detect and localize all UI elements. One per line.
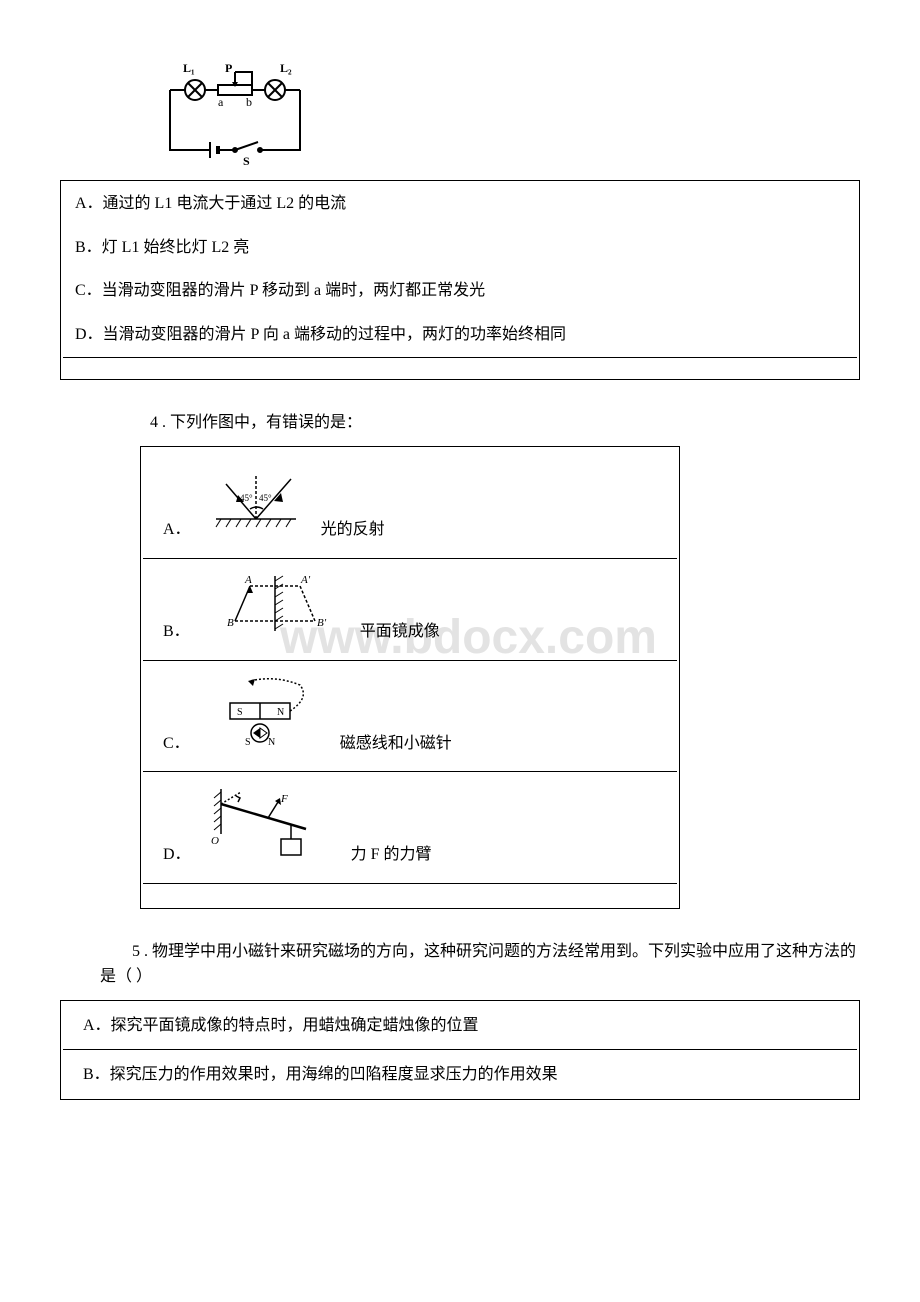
q4-row-b-label: B．: [163, 619, 190, 650]
q4-row-b-figure: A A′ B B′: [205, 571, 345, 650]
q3-option-b: B．灯 L1 始终比灯 L2 亮: [63, 227, 857, 269]
circuit-diagram: L₁ P L₂ a b S: [150, 60, 320, 170]
q4-row-a-desc: 光的反射: [321, 517, 385, 548]
q4-row-c-desc: 磁感线和小磁针: [340, 731, 452, 762]
q3-option-a: A．通过的 L1 电流大于通过 L2 的电流: [63, 183, 857, 225]
svg-text:L₂: L₂: [280, 61, 292, 75]
svg-text:S: S: [237, 707, 243, 718]
q3-empty-row: [63, 357, 857, 377]
q3-option-d: D．当滑动变阻器的滑片 P 向 a 端移动的过程中，两灯的功率始终相同: [63, 314, 857, 356]
svg-text:45°: 45°: [259, 493, 272, 503]
svg-text:P: P: [225, 61, 232, 75]
q4-stem: 4 . 下列作图中，有错误的是：: [150, 410, 860, 436]
svg-text:B: B: [227, 617, 234, 629]
svg-text:N: N: [268, 737, 275, 748]
svg-text:L₁: L₁: [183, 61, 195, 75]
q3-option-c: C．当滑动变阻器的滑片 P 移动到 a 端时，两灯都正常发光: [63, 270, 857, 312]
q4-row-d-label: D．: [163, 842, 191, 873]
q4-empty-row: [143, 886, 677, 906]
q4-row-a-label: A．: [163, 517, 191, 548]
svg-text:B′: B′: [317, 617, 327, 629]
q4-row-c-label: C．: [163, 731, 190, 762]
q5-option-b: B．探究压力的作用效果时，用海绵的凹陷程度显求压力的作用效果: [63, 1052, 857, 1098]
page-content: L₁ P L₂ a b S A．通过的 L1 电流大于通过 L2 的电流 B．灯…: [60, 60, 860, 1100]
svg-text:O: O: [211, 835, 219, 847]
q5-option-a: A．探究平面镜成像的特点时，用蜡烛确定蜡烛像的位置: [63, 1003, 857, 1050]
q4-row-d-figure: O F: [206, 784, 336, 873]
svg-text:a: a: [218, 95, 224, 109]
q4-row-c-figure: S N S N: [205, 673, 325, 762]
svg-text:N: N: [277, 707, 284, 718]
svg-text:S: S: [245, 737, 251, 748]
svg-text:S: S: [243, 154, 250, 168]
q4-row-d-desc: 力 F 的力臂: [351, 842, 432, 873]
svg-text:45°: 45°: [240, 493, 253, 503]
q4-row-a-figure: 45° 45°: [206, 459, 306, 548]
q5-stem: 5 . 物理学中用小磁针来研究磁场的方向，这种研究问题的方法经常用到。下列实验中…: [100, 939, 860, 990]
q4-figure-table: A．: [140, 446, 680, 909]
svg-text:A: A: [244, 574, 252, 586]
svg-text:b: b: [246, 95, 252, 109]
q3-options-table: A．通过的 L1 电流大于通过 L2 的电流 B．灯 L1 始终比灯 L2 亮 …: [60, 180, 860, 380]
svg-text:A′: A′: [300, 574, 311, 586]
q4-row-b-desc: 平面镜成像: [360, 619, 440, 650]
q5-options-table: A．探究平面镜成像的特点时，用蜡烛确定蜡烛像的位置 B．探究压力的作用效果时，用…: [60, 1000, 860, 1100]
svg-text:F: F: [280, 793, 288, 805]
